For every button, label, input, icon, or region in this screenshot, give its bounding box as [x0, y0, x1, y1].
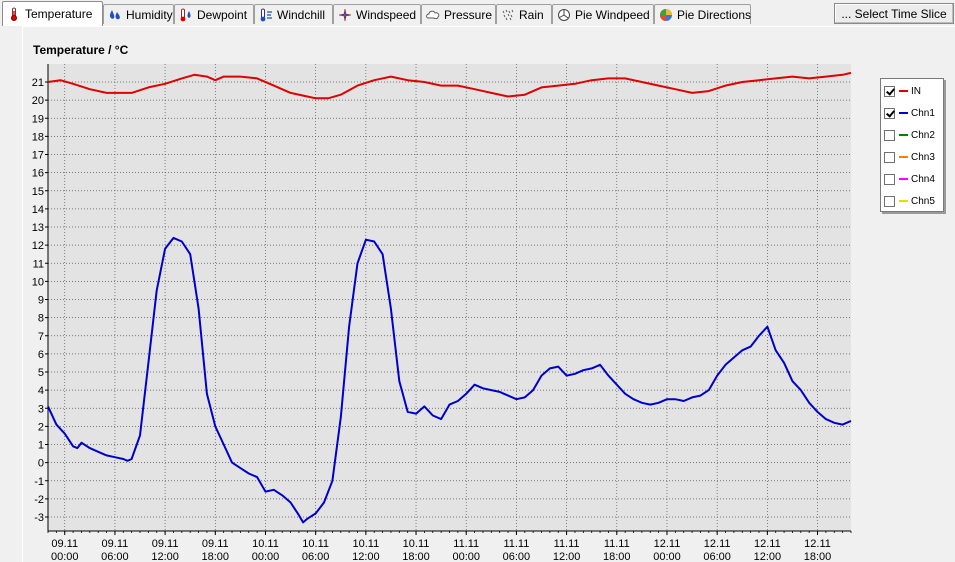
legend-swatch: [899, 112, 908, 114]
rain-icon: [501, 8, 515, 22]
windspeed-icon: [338, 8, 352, 22]
tab-windspeed[interactable]: Windspeed: [333, 4, 421, 24]
tab-rain[interactable]: Rain: [496, 4, 552, 24]
chart-legend: IN Chn1 Chn2 Chn3 Chn4 Chn5: [880, 78, 944, 212]
tab-label: Pie Directions: [677, 7, 752, 22]
tab-label: Windchill: [277, 7, 326, 22]
legend-item-chn2[interactable]: Chn2: [884, 126, 935, 144]
tab-pie-directions[interactable]: Pie Directions: [654, 4, 751, 24]
legend-swatch: [899, 90, 908, 92]
legend-swatch: [899, 200, 908, 202]
pressure-icon: [426, 8, 440, 22]
tab-label: Pressure: [444, 7, 493, 22]
thermometer-icon: [7, 7, 21, 21]
tab-humidity[interactable]: Humidity: [103, 4, 174, 24]
legend-item-chn1[interactable]: Chn1: [884, 104, 935, 122]
chart-panel: [22, 26, 955, 562]
tab-label: Rain: [519, 7, 544, 22]
legend-item-in[interactable]: IN: [884, 82, 921, 100]
legend-checkbox[interactable]: [884, 195, 895, 207]
legend-label: Chn5: [911, 195, 935, 207]
tab-pie-windpeed[interactable]: Pie Windpeed: [552, 4, 654, 24]
legend-checkbox[interactable]: [884, 85, 895, 97]
tab-label: Humidity: [126, 7, 173, 22]
tab-temperature[interactable]: Temperature: [2, 1, 103, 26]
legend-checkbox[interactable]: [884, 173, 895, 185]
tab-strip: Temperature Humidity Dewpoint Windchill Wind…: [2, 0, 762, 27]
legend-label: IN: [911, 85, 921, 97]
legend-item-chn5[interactable]: Chn5: [884, 192, 935, 210]
tab-label: Dewpoint: [197, 7, 248, 22]
select-time-slice-button[interactable]: ... Select Time Slice: [834, 3, 954, 24]
dewpoint-icon: [179, 8, 193, 22]
humidity-icon: [108, 8, 122, 22]
legend-swatch: [899, 178, 908, 180]
legend-checkbox[interactable]: [884, 151, 895, 163]
tab-label: Temperature: [25, 7, 93, 21]
legend-checkbox[interactable]: [884, 129, 895, 141]
tab-dewpoint[interactable]: Dewpoint: [174, 4, 254, 24]
legend-item-chn3[interactable]: Chn3: [884, 148, 935, 166]
tab-label: Pie Windpeed: [575, 7, 650, 22]
legend-item-chn4[interactable]: Chn4: [884, 170, 935, 188]
legend-label: Chn3: [911, 151, 935, 163]
pie-directions-icon: [659, 8, 673, 22]
legend-label: Chn1: [911, 107, 935, 119]
tab-windchill[interactable]: Windchill: [254, 4, 333, 24]
legend-label: Chn4: [911, 173, 935, 185]
legend-checkbox[interactable]: [884, 107, 895, 119]
chart-title: Temperature / °C: [33, 43, 129, 57]
tab-pressure[interactable]: Pressure: [421, 4, 496, 24]
legend-swatch: [899, 156, 908, 158]
legend-swatch: [899, 134, 908, 136]
windchill-icon: [259, 8, 273, 22]
tab-label: Windspeed: [356, 7, 417, 22]
pie-windspeed-icon: [557, 8, 571, 22]
legend-label: Chn2: [911, 129, 935, 141]
